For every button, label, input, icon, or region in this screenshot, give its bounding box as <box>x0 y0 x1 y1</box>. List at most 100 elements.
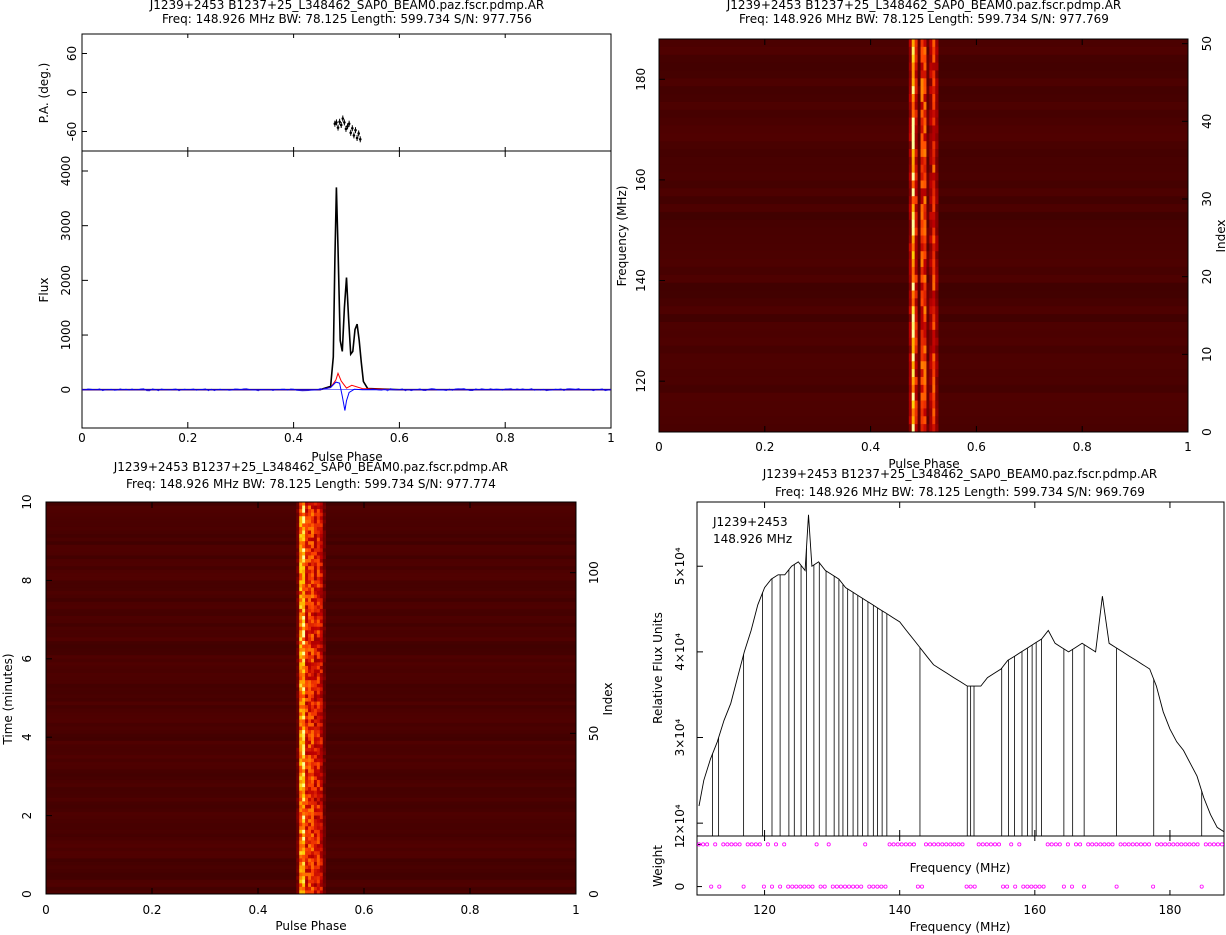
profile-xlabel: Pulse Phase <box>311 450 382 464</box>
freq-phase-cell <box>932 361 936 370</box>
time-phase-cell <box>311 733 315 738</box>
time-phase-cell <box>299 644 303 649</box>
time-phase-cell <box>319 655 324 660</box>
weight-point <box>964 884 969 889</box>
time-phase-cell <box>322 797 327 802</box>
time-phase-cell <box>319 833 324 838</box>
freq-phase-cell <box>926 416 930 425</box>
freq-phase-cell <box>923 416 927 425</box>
freq-phase-cell <box>926 298 930 307</box>
time-phase-cell <box>322 509 327 513</box>
time-phase-cell <box>302 623 306 628</box>
time-phase-cell <box>305 519 309 524</box>
time-phase-cell <box>296 765 300 770</box>
time-phase-cell <box>296 801 300 806</box>
time-phase-cell <box>299 790 303 795</box>
freq-phase-title: J1239+2453 B1237+25_L348462_SAP0_BEAM0.p… <box>726 0 1122 12</box>
time-phase-cell <box>296 562 300 567</box>
freq-phase-cell <box>923 392 927 401</box>
weight-point <box>1163 842 1168 847</box>
time-phase-cell <box>322 719 327 724</box>
time-phase-cell <box>319 755 324 759</box>
freq-phase-cell <box>911 353 915 362</box>
freq-phase-cell <box>926 274 930 283</box>
time-phase-cell <box>296 833 300 838</box>
time-phase-cell <box>296 683 300 688</box>
time-phase-cell <box>308 844 312 848</box>
freq-phase-cell <box>932 86 936 95</box>
time-phase-cell <box>311 669 315 674</box>
time-phase-cell <box>311 694 315 699</box>
time-phase-cell <box>302 605 306 610</box>
freq-phase-cell <box>911 125 915 134</box>
freq-phase-cell <box>923 290 927 299</box>
freq-phase-cell <box>932 337 936 346</box>
time-phase-cell <box>311 876 315 881</box>
weight-point <box>1167 842 1172 847</box>
freq-phase-cell <box>920 188 924 197</box>
time-phase-cell <box>305 890 309 895</box>
weight-point <box>928 842 933 847</box>
time-phase-cell <box>308 519 312 524</box>
time-phase-cell <box>296 758 300 763</box>
weight-point <box>887 842 892 847</box>
time-phase-cell <box>313 616 318 620</box>
time-phase-cell <box>305 861 309 866</box>
time-phase-cell <box>311 605 315 610</box>
freq-phase-cell <box>917 219 921 228</box>
time-phase-cell <box>319 779 324 784</box>
time-phase-cell <box>305 715 309 720</box>
time-phase-cell <box>302 548 306 553</box>
time-phase-cell <box>305 583 309 588</box>
time-phase-cell <box>313 790 318 795</box>
time-phase-cell <box>296 883 300 888</box>
freq-phase-cell <box>929 369 933 378</box>
time-phase-cell <box>313 751 318 756</box>
freq-phase-cell <box>914 321 918 331</box>
time-phase-cell <box>299 701 303 706</box>
freq-phase-cell <box>929 94 933 103</box>
time-phase-cell <box>296 559 300 563</box>
time-phase-cell <box>302 787 306 791</box>
time-phase-cell <box>311 637 315 642</box>
freq-phase-cell <box>923 39 927 48</box>
freq-phase-cell <box>929 62 933 71</box>
freq-phase-cell <box>908 314 913 323</box>
weight-point <box>879 884 884 889</box>
time-phase-cell <box>319 505 324 510</box>
time-phase-cell <box>311 701 315 706</box>
time-phase-cell <box>311 722 315 727</box>
time-phase-cell <box>313 562 318 567</box>
time-phase-cell <box>311 616 315 620</box>
time-phase-cell <box>322 851 327 856</box>
freq-phase-cell <box>929 39 933 48</box>
time-phase-cell <box>299 801 303 806</box>
time-phase-cell <box>299 626 303 631</box>
time-phase-cell <box>296 829 300 834</box>
freq-phase-cell <box>908 86 913 95</box>
time-phase-cell <box>305 744 309 749</box>
freq-phase-cell <box>920 290 924 299</box>
freq-phase-cell <box>935 54 939 63</box>
freq-phase-cell <box>920 196 924 205</box>
freq-phase-cell <box>929 211 933 221</box>
time-phase-cell <box>299 804 303 809</box>
profile-panel: J1239+2453 B1237+25_L348462_SAP0_BEAM0.p… <box>37 0 615 464</box>
time-phase-cell <box>308 626 312 631</box>
time-phase-cell <box>299 640 303 645</box>
freq-phase-cell <box>923 133 927 142</box>
freq-phase-cell <box>911 416 915 425</box>
time-phase-cell <box>311 833 315 838</box>
time-phase-cell <box>305 648 309 652</box>
time-phase-cell <box>302 719 306 724</box>
time-phase-cell <box>305 683 309 688</box>
time-phase-cell <box>319 633 324 638</box>
time-phase-cell <box>296 583 300 588</box>
time-phase-cell <box>302 783 306 788</box>
time-phase-cell <box>296 612 300 617</box>
freq-phase-cell <box>914 211 918 221</box>
freq-phase-rtick-label: 10 <box>1200 347 1214 362</box>
flux-border <box>81 150 612 429</box>
freq-phase-cell <box>920 251 924 260</box>
